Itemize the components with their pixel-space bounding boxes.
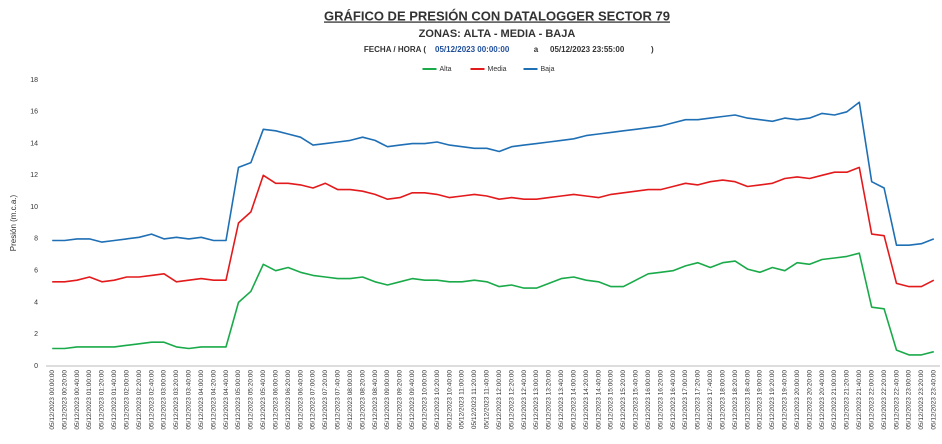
x-tick-label: 05/12/2023 22:20:00 (881, 370, 888, 430)
series-line (52, 101, 935, 246)
x-tick-label: 05/12/2023 12:00:00 (496, 370, 503, 430)
x-tick-label: 05/12/2023 07:40:00 (335, 370, 342, 430)
y-tick-label: 0 (34, 363, 38, 370)
x-tick-label: 05/12/2023 12:20:00 (508, 370, 515, 430)
x-tick-label: 05/12/2023 08:00:00 (347, 370, 354, 430)
x-tick-label: 05/12/2023 05:40:00 (260, 370, 267, 430)
x-tick-label: 05/12/2023 13:40:00 (558, 370, 565, 430)
x-tick-label: 05/12/2023 18:20:00 (732, 370, 739, 430)
x-tick-label: 05/12/2023 04:40:00 (223, 370, 230, 430)
x-tick-label: 05/12/2023 14:40:00 (595, 370, 602, 430)
chart-title: GRÁFICO DE PRESIÓN CON DATALOGGER SECTOR… (324, 8, 670, 23)
x-tick-label: 05/12/2023 06:40:00 (297, 370, 304, 430)
x-tick-label: 05/12/2023 09:00:00 (384, 370, 391, 430)
x-tick-label: 05/12/2023 09:40:00 (409, 370, 416, 430)
x-tick-label: 05/12/2023 05:20:00 (248, 370, 255, 430)
x-tick-label: 05/12/2023 15:20:00 (620, 370, 627, 430)
x-tick-label: 05/12/2023 20:40:00 (819, 370, 826, 430)
date-suffix: ) (651, 45, 654, 54)
x-tick-label: 05/12/2023 22:00:00 (868, 370, 875, 430)
y-tick-label: 2 (34, 331, 38, 338)
x-tick-label: 05/12/2023 04:20:00 (210, 370, 217, 430)
x-tick-label: 05/12/2023 13:00:00 (533, 370, 540, 430)
x-tick-label: 05/12/2023 22:40:00 (893, 370, 900, 430)
x-tick-label: 05/12/2023 01:20:00 (99, 370, 106, 430)
x-tick-label: 05/12/2023 14:00:00 (570, 370, 577, 430)
series-line (52, 252, 934, 356)
chart-subtitle: ZONAS: ALTA - MEDIA - BAJA (419, 28, 576, 40)
x-tick-label: 05/12/2023 21:40:00 (856, 370, 863, 430)
x-tick-label: 05/12/2023 06:20:00 (285, 370, 292, 430)
legend-label: Alta (440, 66, 452, 73)
x-tick-label: 05/12/2023 23:00:00 (906, 370, 913, 430)
x-tick-label: 05/12/2023 15:00:00 (608, 370, 615, 430)
x-tick-label: 05/12/2023 23:20:00 (918, 370, 925, 430)
y-tick-label: 18 (30, 77, 38, 84)
y-tick-label: 12 (30, 172, 38, 179)
x-tick-label: 05/12/2023 17:20:00 (695, 370, 702, 430)
date-separator: a (534, 45, 539, 54)
date-end: 05/12/2023 23:55:00 (550, 45, 625, 54)
x-tick-label: 05/12/2023 19:20:00 (769, 370, 776, 430)
x-tick-label: 05/12/2023 11:20:00 (471, 370, 478, 430)
x-tick-label: 05/12/2023 00:40:00 (74, 370, 81, 430)
y-tick-label: 4 (34, 299, 38, 306)
legend-label: Media (488, 66, 507, 73)
x-tick-label: 05/12/2023 19:40:00 (782, 370, 789, 430)
x-tick-label: 05/12/2023 17:00:00 (682, 370, 689, 430)
legend-label: Baja (541, 66, 555, 73)
y-tick-label: 16 (30, 109, 38, 116)
x-tick-label: 05/12/2023 04:00:00 (198, 370, 205, 430)
x-tick-label: 05/12/2023 06:00:00 (272, 370, 279, 430)
x-tick-label: 05/12/2023 08:20:00 (359, 370, 366, 430)
x-tick-label: 05/12/2023 19:00:00 (757, 370, 764, 430)
series-line (52, 166, 935, 288)
x-tick-label: 05/12/2023 10:40:00 (446, 370, 453, 430)
x-tick-label: 05/12/2023 01:00:00 (86, 370, 93, 430)
x-tick-label: 05/12/2023 21:00:00 (831, 370, 838, 430)
x-tick-label: 05/12/2023 20:00:00 (794, 370, 801, 430)
x-tick-label: 05/12/2023 03:40:00 (186, 370, 193, 430)
x-tick-label: 05/12/2023 18:00:00 (719, 370, 726, 430)
x-tick-label: 05/12/2023 16:20:00 (657, 370, 664, 430)
x-tick-label: 05/12/2023 17:40:00 (707, 370, 714, 430)
x-tick-label: 05/12/2023 18:40:00 (744, 370, 751, 430)
x-tick-label: 05/12/2023 10:00:00 (421, 370, 428, 430)
y-tick-label: 10 (30, 204, 38, 211)
x-tick-label: 05/12/2023 00:20:00 (61, 370, 68, 430)
date-start: 05/12/2023 00:00:00 (435, 45, 510, 54)
x-tick-label: 05/12/2023 02:20:00 (136, 370, 143, 430)
x-tick-label: 05/12/2023 01:40:00 (111, 370, 118, 430)
x-tick-label: 05/12/2023 07:00:00 (310, 370, 317, 430)
x-tick-label: 05/12/2023 15:40:00 (633, 370, 640, 430)
x-tick-label: 05/12/2023 11:40:00 (484, 370, 491, 430)
x-tick-label: 05/12/2023 13:20:00 (546, 370, 553, 430)
x-tick-label: 05/12/2023 00:00:00 (49, 370, 56, 430)
y-axis-label: Presión (m.c.a.) (9, 194, 18, 251)
x-tick-label: 05/12/2023 23:40:00 (931, 370, 938, 430)
x-tick-label: 05/12/2023 07:20:00 (322, 370, 329, 430)
x-tick-label: 05/12/2023 08:40:00 (372, 370, 379, 430)
x-tick-label: 05/12/2023 11:00:00 (459, 370, 466, 430)
x-tick-label: 05/12/2023 10:20:00 (434, 370, 441, 430)
x-tick-label: 05/12/2023 09:20:00 (397, 370, 404, 430)
x-tick-label: 05/12/2023 02:40:00 (148, 370, 155, 430)
y-tick-label: 14 (30, 140, 38, 147)
x-tick-label: 05/12/2023 03:00:00 (161, 370, 168, 430)
y-tick-label: 6 (34, 268, 38, 275)
x-tick-label: 05/12/2023 14:20:00 (583, 370, 590, 430)
x-tick-label: 05/12/2023 16:40:00 (670, 370, 677, 430)
date-prefix: FECHA / HORA ( (364, 45, 426, 54)
x-tick-label: 05/12/2023 20:20:00 (806, 370, 813, 430)
x-tick-label: 05/12/2023 03:20:00 (173, 370, 180, 430)
x-tick-label: 05/12/2023 05:00:00 (235, 370, 242, 430)
y-tick-label: 8 (34, 236, 38, 243)
x-tick-label: 05/12/2023 02:00:00 (123, 370, 130, 430)
x-tick-label: 05/12/2023 21:20:00 (844, 370, 851, 430)
x-tick-label: 05/12/2023 12:40:00 (521, 370, 528, 430)
x-tick-label: 05/12/2023 16:00:00 (645, 370, 652, 430)
